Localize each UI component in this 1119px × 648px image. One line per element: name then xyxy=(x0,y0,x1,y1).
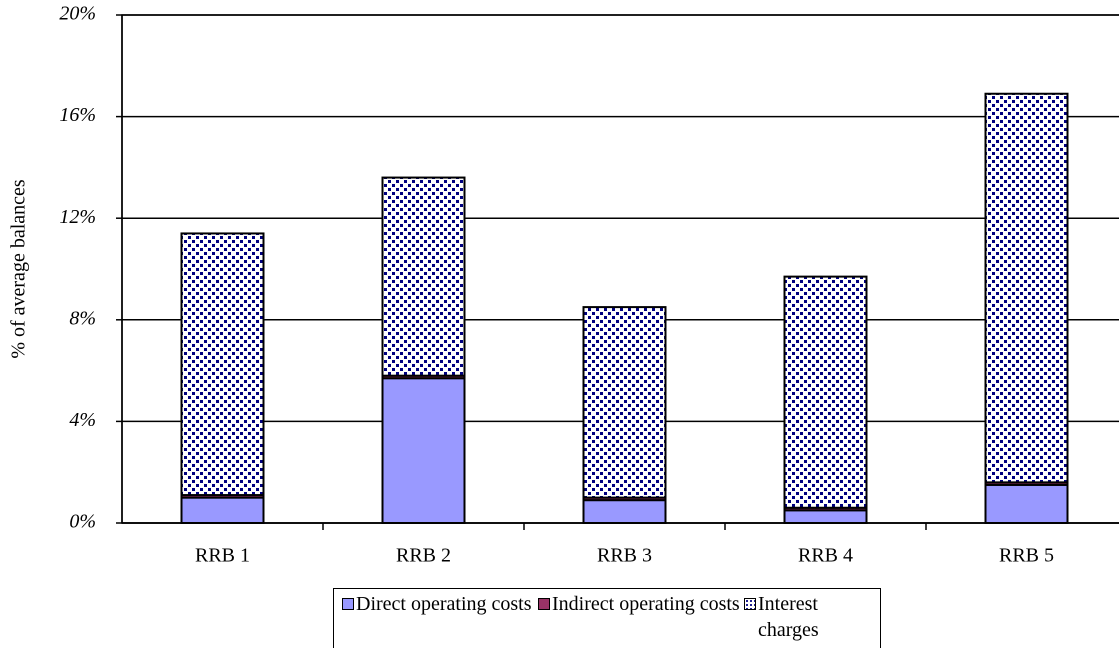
x-tick-label: RRB 2 xyxy=(396,545,451,567)
x-tick-label: RRB 1 xyxy=(195,545,250,567)
legend-swatch xyxy=(744,598,756,610)
legend: Direct operating costs Indirect operating… xyxy=(333,588,881,648)
bar-segment xyxy=(582,499,667,525)
y-axis-label: % of average balances xyxy=(8,179,30,359)
bar-segment xyxy=(180,496,265,525)
legend-item: Indirect operating costs xyxy=(538,591,744,648)
y-tick-label: 4% xyxy=(69,409,96,431)
legend-item: Direct operating costs xyxy=(342,591,538,648)
legend-label: Indirect operating costs xyxy=(552,593,740,615)
bar-segment xyxy=(381,377,466,524)
x-tick-label: RRB 3 xyxy=(597,545,652,567)
plot-border xyxy=(121,14,1119,524)
bar-segment xyxy=(984,92,1069,484)
bar-segment xyxy=(984,483,1069,524)
legend-item: Interest charges xyxy=(744,591,874,648)
x-tick-label: RRB 4 xyxy=(798,545,853,567)
bar-segment xyxy=(180,232,265,497)
y-tick-label: 0% xyxy=(69,511,96,533)
legend-swatch xyxy=(538,598,550,610)
y-tick-label: 8% xyxy=(69,307,96,329)
legend-label: Interest charges xyxy=(758,593,819,641)
legend-swatch xyxy=(342,598,354,610)
y-tick-label: 12% xyxy=(59,206,96,228)
bar-segment xyxy=(381,176,466,377)
legend-label: Direct operating costs xyxy=(356,593,532,615)
bar-segment xyxy=(783,509,868,524)
bar-segment xyxy=(783,275,868,509)
bar-segment xyxy=(582,306,667,499)
y-tick-label: 16% xyxy=(59,104,96,126)
y-tick-label: 20% xyxy=(59,3,96,25)
x-tick-label: RRB 5 xyxy=(999,545,1054,567)
